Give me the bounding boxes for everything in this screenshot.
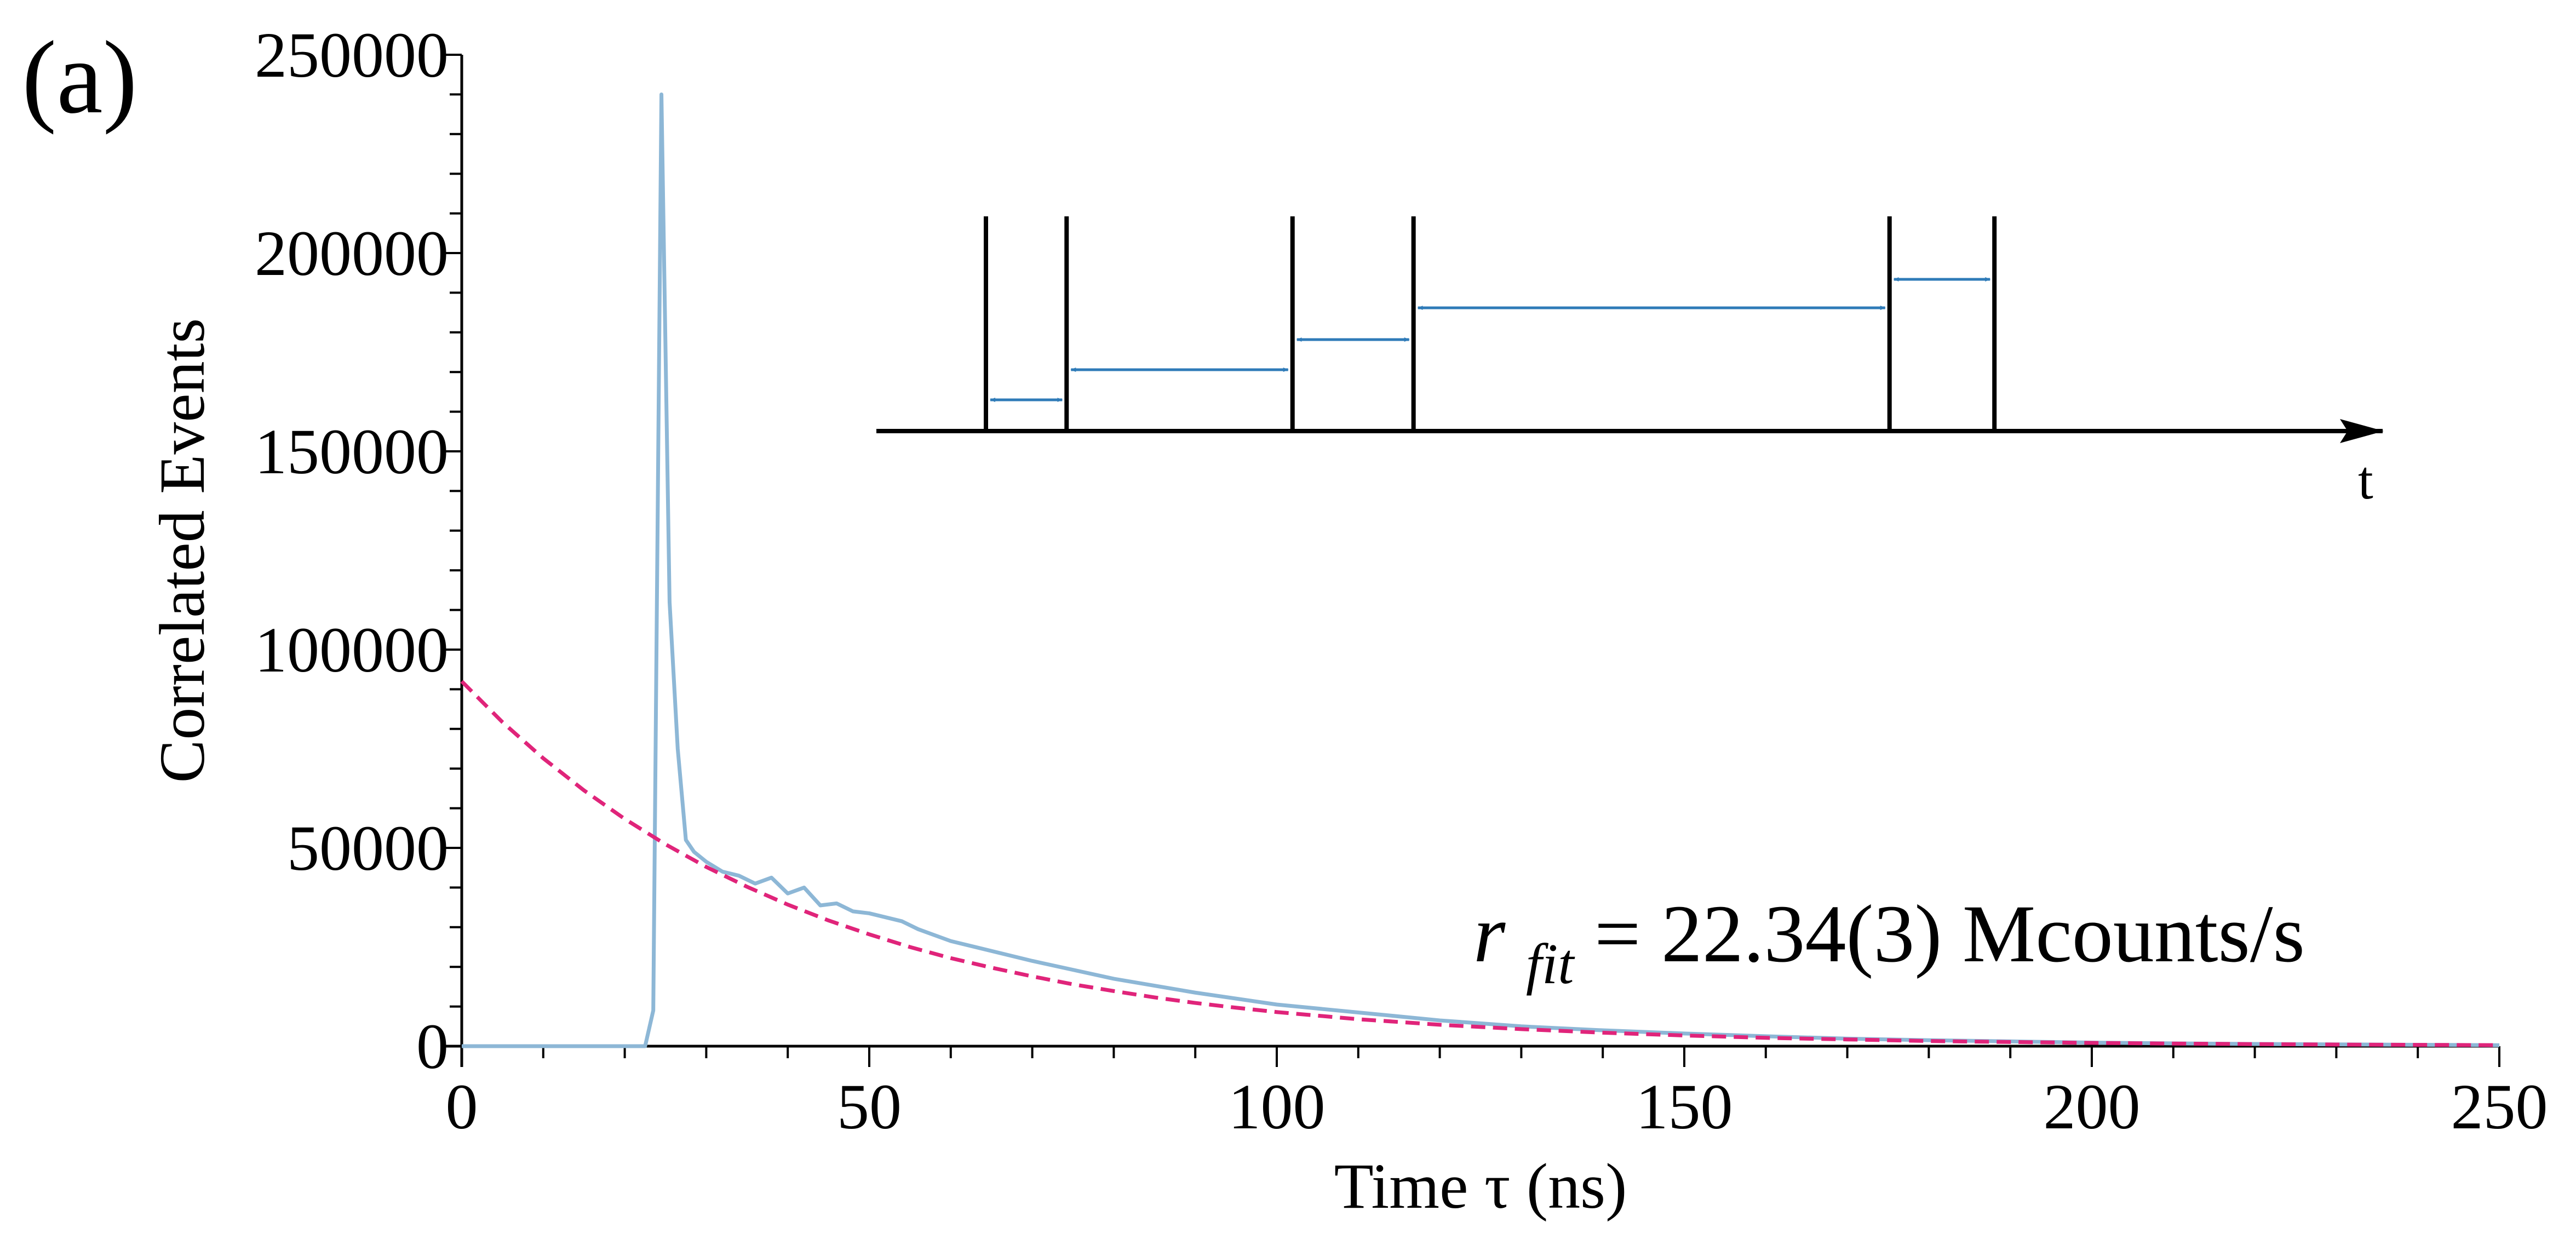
y-axis-label: Correlated Events — [146, 318, 218, 783]
x-tick-label: 150 — [1636, 1071, 1733, 1143]
y-tick-label: 250000 — [255, 19, 449, 91]
fit-rate-subscript: fit — [1526, 932, 1575, 996]
y-tick-label: 150000 — [255, 416, 449, 487]
inset-axis-label: t — [2358, 450, 2373, 510]
x-tick-label: 100 — [1229, 1071, 1326, 1143]
fit-rate-value: = 22.34(3) Mcounts/s — [1594, 888, 2305, 979]
x-tick-label: 250 — [2451, 1071, 2548, 1143]
panel-label: (a) — [22, 20, 137, 135]
y-tick-label: 100000 — [255, 614, 449, 686]
axis-tick-labels: 0 50 100 150 200 2500500001000001500002000002… — [255, 19, 2548, 1143]
x-tick-label: 0 — [446, 1071, 478, 1143]
fit-rate-annotation: r fit = 22.34(3) Mcounts/s — [1473, 888, 2305, 1001]
fit-rate-symbol: r — [1473, 888, 1506, 979]
x-axis-label: Time τ (ns) — [1334, 1150, 1627, 1222]
y-tick-label: 200000 — [255, 217, 449, 289]
series-line-fit — [460, 680, 2500, 1047]
y-tick-label: 50000 — [287, 812, 449, 884]
x-tick-label: 200 — [2044, 1071, 2141, 1143]
x-tick-label: 50 — [837, 1071, 902, 1143]
axis-ticks — [441, 54, 2500, 1067]
inset-timeline: t — [876, 216, 2384, 510]
